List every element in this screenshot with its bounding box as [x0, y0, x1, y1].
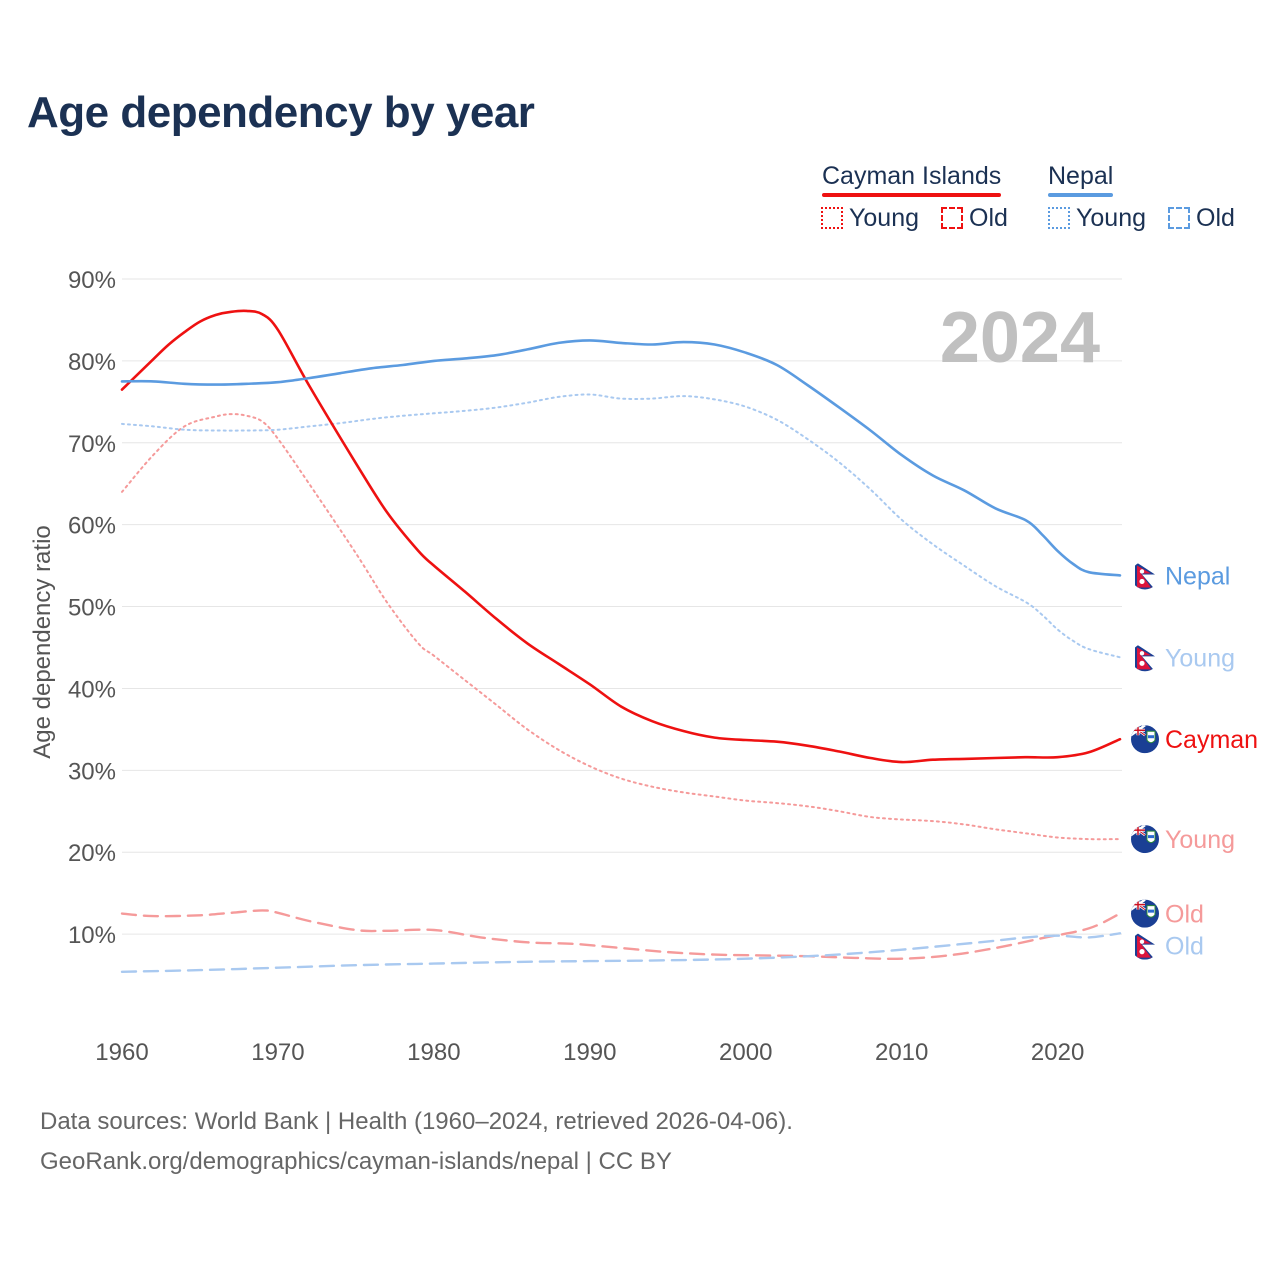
nepal-total-line — [120, 339, 1122, 577]
cayman-islands-total-line — [120, 309, 1122, 764]
y-tick-label: 40% — [68, 676, 116, 703]
y-tick-label: 30% — [68, 758, 116, 785]
y-tick-label: 90% — [68, 267, 116, 294]
legend-cayman-islands[interactable]: Cayman Islands — [822, 162, 1002, 197]
x-tick-label: 2000 — [719, 1039, 772, 1066]
x-axis: 1960 1970 1980 1990 2000 2010 2020 — [95, 1039, 1084, 1066]
y-tick-label: 60% — [68, 513, 116, 540]
end-label: Old — [1165, 901, 1204, 929]
legend-nepal-old-label: Old — [1196, 204, 1235, 232]
dashed-box-icon — [941, 207, 963, 229]
y-tick-label: 50% — [68, 595, 116, 622]
x-tick-label: 1980 — [407, 1039, 460, 1066]
gridlines — [122, 278, 1122, 935]
legend-cayman-label: Cayman Islands — [822, 162, 1002, 190]
cayman-flag-icon — [1131, 825, 1159, 854]
y-tick-label: 70% — [68, 431, 116, 458]
legend-cayman-young[interactable]: Young — [821, 204, 919, 233]
end-label: Young — [1165, 644, 1235, 672]
y-axis-label: Age dependency ratio — [29, 525, 56, 759]
flag-moon — [1139, 939, 1145, 944]
legend-nepal-young[interactable]: Young — [1048, 204, 1146, 233]
legend-nepal[interactable]: Nepal — [1048, 162, 1114, 197]
cayman-flag-icon — [1131, 899, 1159, 928]
flag-shield-wave — [1148, 735, 1154, 739]
y-tick-label: 80% — [68, 349, 116, 376]
end-label: Young — [1165, 826, 1235, 854]
flag-moon — [1139, 569, 1145, 574]
nepal-flag-icon — [1131, 561, 1159, 590]
legend-cayman-young-label: Young — [849, 204, 919, 232]
year-watermark: 2024 — [940, 298, 1100, 378]
y-axis: 10% 20% 30% 40% 50% 60% 70% 80% 90% — [68, 267, 116, 949]
flag-sun — [1139, 660, 1145, 666]
dotted-box-icon — [1048, 207, 1070, 229]
nepal-flag-icon — [1131, 931, 1159, 960]
nepal-young-line — [121, 393, 1121, 659]
legend-nepal-label: Nepal — [1048, 162, 1114, 190]
flag-shield-wave — [1148, 835, 1154, 839]
legend-nepal-old[interactable]: Old — [1168, 204, 1235, 233]
dotted-box-icon — [821, 207, 843, 229]
source-line-2[interactable]: GeoRank.org/demographics/cayman-islands/… — [40, 1148, 672, 1175]
end-label: Cayman — [1165, 726, 1258, 754]
nepal-old-line — [120, 932, 1122, 973]
nepal-flag-icon — [1131, 643, 1159, 672]
dashed-box-icon — [1168, 207, 1190, 229]
flag-sun — [1139, 578, 1145, 585]
x-tick-label: 2010 — [875, 1039, 928, 1066]
cayman-islands-old-line — [120, 909, 1122, 960]
chart-title: Age dependency by year — [27, 88, 535, 137]
series-lines — [120, 309, 1122, 973]
x-tick-label: 1960 — [95, 1039, 148, 1066]
x-tick-label: 2020 — [1031, 1039, 1084, 1066]
legend-nepal-young-label: Young — [1076, 204, 1146, 232]
y-tick-label: 20% — [68, 840, 116, 867]
x-tick-label: 1990 — [563, 1039, 616, 1066]
legend-nepal-underline — [1048, 193, 1114, 197]
end-label: Old — [1165, 933, 1204, 961]
x-tick-label: 1970 — [251, 1039, 304, 1066]
flag-moon — [1139, 651, 1145, 656]
flag-sun — [1139, 949, 1145, 955]
legend-cayman-old-label: Old — [969, 204, 1008, 232]
legend-cayman-underline — [822, 193, 1002, 197]
source-line-1: Data sources: World Bank | Health (1960–… — [40, 1108, 793, 1135]
cayman-flag-icon — [1131, 725, 1159, 754]
y-tick-label: 10% — [68, 922, 116, 949]
legend-cayman-old[interactable]: Old — [941, 204, 1008, 233]
end-label: Nepal — [1165, 562, 1230, 590]
end-labels: Nepal Young Cayman Young Old Old — [1131, 561, 1258, 961]
cayman-islands-young-line — [121, 413, 1121, 841]
flag-shield-wave — [1148, 909, 1154, 913]
